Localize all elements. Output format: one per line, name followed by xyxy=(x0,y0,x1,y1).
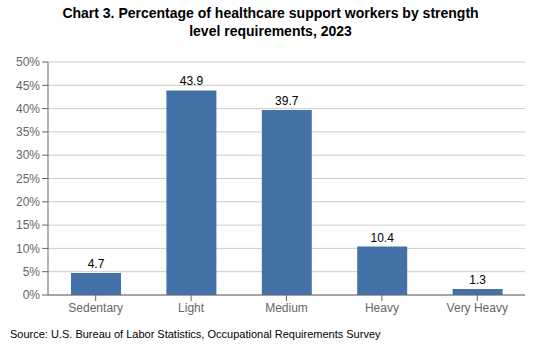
svg-text:25%: 25% xyxy=(16,172,40,186)
svg-text:Sedentary: Sedentary xyxy=(68,301,123,315)
svg-text:20%: 20% xyxy=(16,195,40,209)
svg-text:45%: 45% xyxy=(16,79,40,93)
svg-text:5%: 5% xyxy=(23,265,41,279)
svg-text:0%: 0% xyxy=(23,288,41,302)
svg-text:30%: 30% xyxy=(16,148,40,162)
svg-text:39.7: 39.7 xyxy=(275,94,299,108)
svg-text:Very Heavy: Very Heavy xyxy=(447,301,508,315)
svg-text:10%: 10% xyxy=(16,242,40,256)
svg-text:Heavy: Heavy xyxy=(365,301,399,315)
svg-text:40%: 40% xyxy=(16,102,40,116)
svg-text:Light: Light xyxy=(178,301,205,315)
svg-text:1.3: 1.3 xyxy=(469,273,486,287)
svg-text:50%: 50% xyxy=(16,55,40,69)
html-text:level requirements, 2023: level requirements, 2023 xyxy=(189,23,352,39)
svg-text:10.4: 10.4 xyxy=(371,231,395,245)
svg-text:Medium: Medium xyxy=(265,301,308,315)
svg-text:4.7: 4.7 xyxy=(88,257,105,271)
html-text:Chart 3. Percentage of healthc: Chart 3. Percentage of healthcare suppor… xyxy=(62,5,479,21)
html-text:Source: U.S. Bureau of Labor S: Source: U.S. Bureau of Labor Statistics,… xyxy=(10,328,381,340)
svg-text:35%: 35% xyxy=(16,125,40,139)
svg-text:43.9: 43.9 xyxy=(180,74,204,88)
svg-text:15%: 15% xyxy=(16,218,40,232)
